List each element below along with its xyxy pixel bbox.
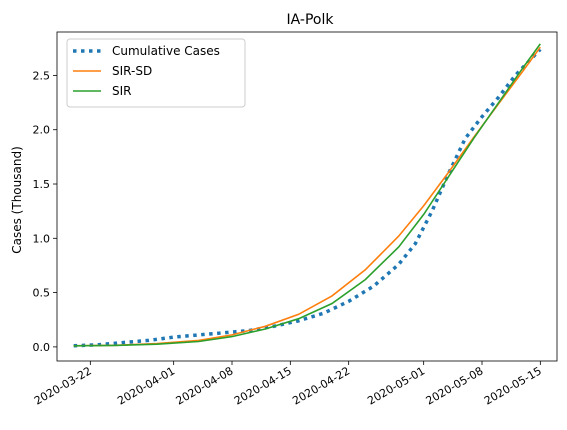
plot-frame [56,31,558,362]
legend-label-2: SIR [112,84,132,98]
series-line-2 [73,43,541,347]
x-tick-label: 2020-04-01 [115,364,177,407]
y-tick-label: 2.5 [33,69,51,82]
x-tick-label: 2020-03-22 [32,364,94,407]
y-axis: 0.0 0.5 1.0 1.5 2.0 2.5 [33,69,57,354]
y-tick-label: 1.0 [33,232,51,245]
x-tick-label: 2020-05-01 [365,364,427,407]
x-axis: 2020-03-22 2020-04-012020-04-082020-04-15… [32,361,544,408]
x-tick-label: 2020-04-15 [232,364,294,407]
series-line-0 [73,48,542,348]
x-tick-label: 2020-05-15 [482,364,544,407]
legend-label-1: SIR-SD [112,64,152,78]
series-layer [73,43,542,348]
legend: Cumulative Cases SIR-SD SIR [66,38,246,108]
y-axis-label: Cases (Thousand) [10,146,24,254]
y-tick-label: 1.5 [33,178,51,191]
legend-box [66,38,246,108]
y-tick-label: 2.0 [33,124,51,137]
x-tick-label: 2020-04-08 [174,364,236,407]
x-tick-label: 2020-04-22 [290,364,352,407]
legend-label-0: Cumulative Cases [112,44,220,58]
y-tick-label: 0.0 [33,341,51,354]
chart-title: IA-Polk [287,12,335,28]
y-tick-label: 0.5 [33,287,51,300]
x-tick-label: 2020-05-08 [424,364,486,407]
